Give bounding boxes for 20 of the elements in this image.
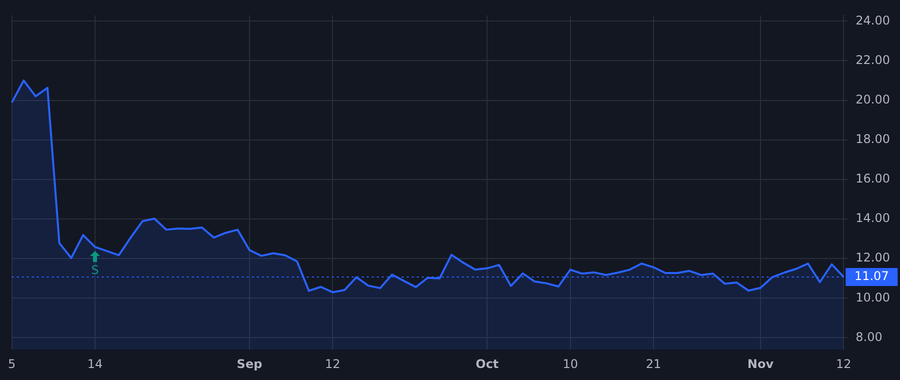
x-tick-label: Nov xyxy=(747,356,774,371)
x-tick-label: Oct xyxy=(476,356,499,371)
annotation: S xyxy=(91,263,99,278)
y-tick-label: 12.00 xyxy=(856,250,890,265)
x-tick-label: 10 xyxy=(562,356,578,371)
x-tick-label: Sep xyxy=(236,356,263,371)
y-tick-label: 22.00 xyxy=(856,52,890,67)
y-tick-label: 8.00 xyxy=(856,330,882,344)
y-tick-label: 10.00 xyxy=(856,290,890,304)
x-tick-label: 21 xyxy=(646,356,662,371)
y-tick-label: 14.00 xyxy=(856,211,890,226)
x-tick-label: 12 xyxy=(836,356,852,371)
x-tick-label: 14 xyxy=(87,356,103,371)
ref-line-label: 11.07 xyxy=(854,269,889,284)
y-tick-label: 16.00 xyxy=(856,172,890,186)
x-tick-label: 12 xyxy=(325,356,340,371)
y-tick-label: 24.00 xyxy=(856,13,890,28)
x-tick-label: 5 xyxy=(8,356,16,371)
y-tick-label: 20.00 xyxy=(856,92,890,106)
y-tick-label: 18.00 xyxy=(856,132,890,146)
